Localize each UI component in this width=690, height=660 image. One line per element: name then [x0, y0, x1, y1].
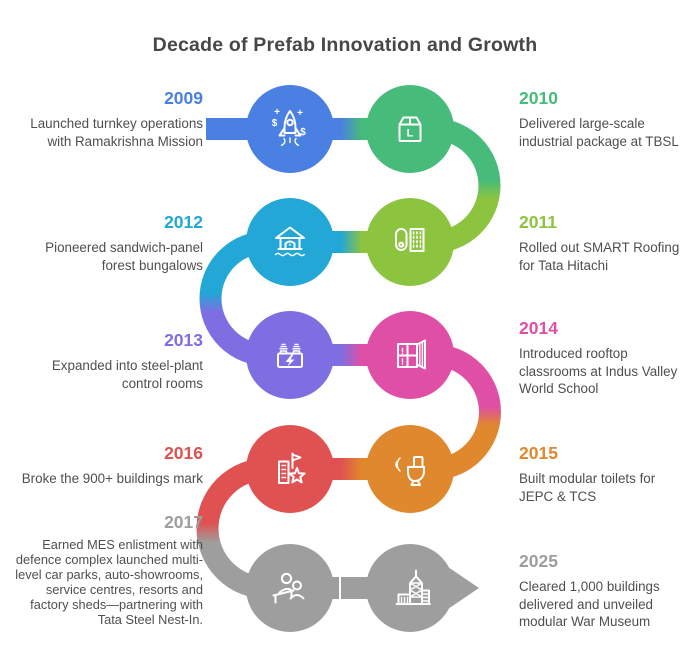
connector-2016-2017	[196, 458, 290, 599]
svg-text:L: L	[407, 128, 414, 140]
node-2009	[246, 85, 334, 173]
museum-buildings-icon	[395, 569, 431, 605]
smart-toilet-icon	[395, 456, 425, 486]
milestone-2011: 2011 Rolled out SMART Roofing for Tata H…	[519, 210, 681, 274]
node-2015	[366, 425, 454, 513]
timeline-arrow-icon	[448, 567, 479, 609]
milestone-2010-year: 2010	[519, 88, 558, 108]
node-2010	[366, 85, 454, 173]
milestone-2025-year: 2025	[519, 551, 558, 571]
rocket-funding-icon: $ $ + +	[272, 107, 306, 146]
milestone-2014-description: Introduced rooftop classrooms at Indus V…	[519, 346, 678, 396]
node-2013	[246, 311, 334, 399]
milestone-2010: 2010 Delivered large-scale industrial pa…	[519, 86, 681, 150]
milestone-2012: 2012 Pioneered sandwich-panel forest bun…	[15, 210, 203, 274]
milestone-2016: 2016 Broke the 900+ buildings mark	[15, 441, 203, 488]
node-2017	[246, 544, 334, 632]
milestone-2012-description: Pioneered sandwich-panel forest bungalow…	[45, 240, 203, 273]
milestone-2016-description: Broke the 900+ buildings mark	[21, 471, 203, 486]
connector-2012-2013	[199, 231, 290, 366]
roofing-roll-icon	[395, 228, 425, 252]
milestone-2015: 2015 Built modular toilets for JEPC & TC…	[519, 441, 681, 505]
milestone-2017-description: Earned MES enlistment with defence compl…	[15, 537, 203, 627]
milestone-2015-year: 2015	[519, 443, 558, 463]
milestone-2011-year: 2011	[519, 212, 557, 232]
milestone-2017: 2017 Earned MES enlistment with defence …	[15, 510, 203, 627]
page-title: Decade of Prefab Innovation and Growth	[152, 34, 538, 56]
milestone-2011-description: Rolled out SMART Roofing for Tata Hitach…	[519, 240, 680, 273]
milestone-2016-year: 2016	[164, 443, 203, 463]
milestone-2014-year: 2014	[519, 318, 558, 338]
milestone-2009: 2009 Launched turnkey operations with Ra…	[15, 86, 203, 150]
milestone-2017-year: 2017	[164, 512, 203, 532]
milestone-2025-description: Cleared 1,000 buildings delivered and un…	[519, 579, 660, 629]
milestone-2013-year: 2013	[164, 330, 203, 350]
svg-text:$: $	[272, 118, 278, 129]
connector-2014-2015	[410, 344, 501, 480]
svg-text:+: +	[297, 108, 303, 119]
svg-text:$: $	[300, 127, 306, 138]
package-icon: L	[398, 116, 422, 142]
building-star-icon	[278, 452, 306, 484]
milestone-2010-description: Delivered large-scale industrial package…	[519, 116, 679, 149]
milestone-2012-year: 2012	[164, 212, 203, 232]
power-transformer-icon	[277, 343, 303, 368]
milestone-2015-description: Built modular toilets for JEPC & TCS	[519, 471, 656, 504]
milestone-2013-description: Expanded into steel-plant control rooms	[51, 358, 203, 391]
svg-text:+: +	[274, 107, 280, 118]
milestone-2009-year: 2009	[164, 88, 203, 108]
open-window-icon	[397, 339, 426, 370]
connector-2010-2011	[410, 118, 501, 253]
team-desk-icon	[272, 572, 305, 604]
node-2016	[246, 425, 334, 513]
milestone-2025: 2025 Cleared 1,000 buildings delivered a…	[519, 549, 681, 631]
stilt-bungalow-icon	[274, 226, 305, 257]
milestone-2009-description: Launched turnkey operations with Ramakri…	[30, 116, 203, 149]
milestone-2014: 2014 Introduced rooftop classrooms at In…	[519, 316, 681, 398]
milestone-2013: 2013 Expanded into steel-plant control r…	[15, 328, 203, 392]
